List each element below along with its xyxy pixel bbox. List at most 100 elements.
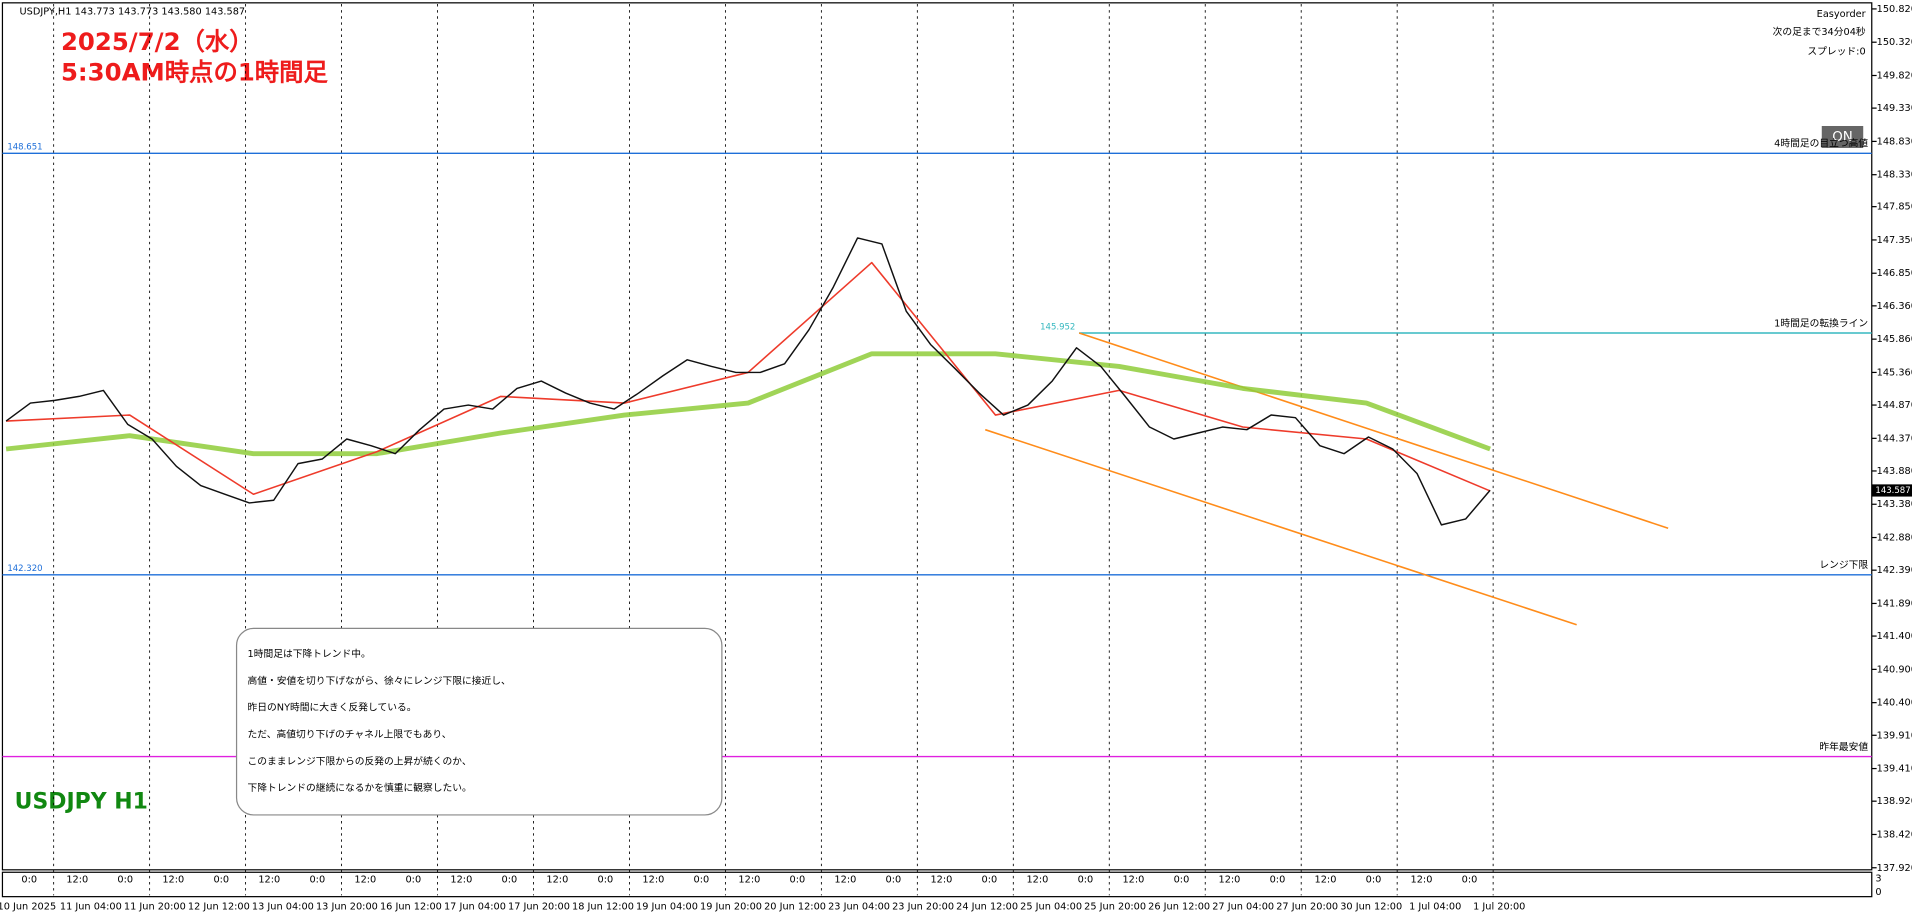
hour-label: 0:0	[501, 875, 517, 886]
hour-label: 12:0	[1122, 875, 1144, 886]
y-tick-label: 145.360	[1877, 367, 1912, 378]
x-tick-label: 18 Jun 12:00	[572, 901, 634, 912]
note-line: このままレンジ下限からの反発の上昇が続くのか、	[248, 754, 472, 767]
y-tick-label: 149.820	[1877, 70, 1912, 81]
hour-label: 12:0	[354, 875, 376, 886]
header: USDJPY,H1 143.773 143.773 143.580 143.58…	[20, 6, 246, 17]
hour-label: 12:0	[1411, 875, 1433, 886]
x-tick-label: 27 Jun 04:00	[1212, 901, 1274, 912]
hour-label: 12:0	[930, 875, 952, 886]
y-tick-label: 144.870	[1877, 400, 1912, 411]
plot-frame	[1, 2, 1873, 871]
y-tick-label: 150.320	[1877, 37, 1912, 48]
current-price-label: 143.587	[1875, 486, 1910, 496]
note-box	[235, 627, 723, 816]
indicator-strip	[1, 871, 1873, 898]
x-tick-label: 23 Jun 04:00	[828, 901, 890, 912]
series-line	[5, 237, 1491, 526]
y-tick-label: 148.330	[1877, 170, 1912, 181]
hour-label: 12:0	[1218, 875, 1240, 886]
hour-label: 12:0	[66, 875, 88, 886]
level-value: 142.320	[7, 564, 42, 574]
y-tick-label: 147.350	[1877, 235, 1912, 246]
hour-label: 12:0	[450, 875, 472, 886]
level-name: 1時間足の転換ライン	[1774, 317, 1868, 329]
y-tick-label: 145.860	[1877, 334, 1912, 345]
y-tick-label: 139.910	[1877, 730, 1912, 741]
x-tick-label: 25 Jun 04:00	[1020, 901, 1082, 912]
hour-label: 0:0	[21, 875, 37, 886]
x-tick-label: 1 Jul 04:00	[1409, 901, 1461, 912]
y-tick-label: 139.410	[1877, 764, 1912, 775]
note-line: 昨日のNY時間に大きく反発している。	[248, 701, 417, 714]
hour-label: 12:0	[258, 875, 280, 886]
x-tick-label: 26 Jun 12:00	[1148, 901, 1210, 912]
y-tick-label: 138.420	[1877, 829, 1912, 840]
x-tick-label: 24 Jun 12:00	[956, 901, 1018, 912]
on-button[interactable]	[1821, 125, 1864, 148]
y-tick-label: 142.390	[1877, 565, 1912, 576]
hour-label: 0:0	[790, 875, 806, 886]
x-tick-label: 17 Jun 04:00	[444, 901, 506, 912]
hour-label: 0:0	[694, 875, 710, 886]
y-tick-label: 147.850	[1877, 202, 1912, 213]
symbol-label: USDJPY H1	[15, 790, 148, 815]
y-tick-label: 142.880	[1877, 533, 1912, 544]
x-tick-label: 1 Jul 20:00	[1473, 901, 1525, 912]
channel-lower	[985, 428, 1577, 626]
y-tick-label: 140.900	[1877, 664, 1912, 675]
title: 2025/7/2（水）	[61, 27, 254, 56]
hour-label: 12:0	[834, 875, 856, 886]
series-line	[5, 351, 1491, 457]
hour-label: 0:0	[1366, 875, 1382, 886]
spread: スプレッド:0	[1807, 46, 1865, 58]
x-tick-label: 30 Jun 12:00	[1340, 901, 1402, 912]
x-tick-label: 10 Jun 2025	[0, 901, 56, 912]
current-price-box	[1871, 484, 1912, 497]
y-tick-label: 138.920	[1877, 796, 1912, 807]
note-line: 下降トレンドの継続になるかを慎重に観察したい。	[248, 781, 472, 794]
x-tick-label: 12 Jun 12:00	[188, 901, 250, 912]
countdown: 次の足まで34分04秒	[1773, 25, 1866, 38]
y-tick-label: 141.400	[1877, 631, 1912, 642]
level-name: 4時間足の目立つ高値	[1774, 137, 1868, 150]
hour-label: 0:0	[598, 875, 614, 886]
y-tick-label: 146.850	[1877, 268, 1912, 279]
on-button-label[interactable]: ON	[1832, 130, 1853, 145]
y-tick-label: 146.360	[1877, 301, 1912, 312]
x-tick-label: 11 Jun 20:00	[124, 901, 186, 912]
note-line: 高値・安値を切り下げながら、徐々にレンジ下限に接近し、	[248, 674, 511, 687]
note-line: 1時間足は下降トレンド中。	[248, 647, 371, 660]
y-tick-label: 144.370	[1877, 433, 1912, 444]
hour-label: 0:0	[213, 875, 229, 886]
hour-label: 0:0	[309, 875, 325, 886]
subtitle: 5:30AM時点の1時間足	[61, 58, 329, 87]
level-name: 昨年最安値	[1819, 740, 1868, 753]
level-name: レンジ下限	[1819, 559, 1868, 571]
hour-label: 12:0	[642, 875, 664, 886]
y-tick-label: 148.830	[1877, 136, 1912, 147]
x-tick-label: 17 Jun 20:00	[508, 901, 570, 912]
hour-label: 0:0	[886, 875, 902, 886]
hour-label: 0:0	[1270, 875, 1286, 886]
x-tick-label: 13 Jun 20:00	[316, 901, 378, 912]
hour-label: 12:0	[1315, 875, 1337, 886]
x-tick-label: 19 Jun 20:00	[700, 901, 762, 912]
hour-label: 12:0	[1026, 875, 1048, 886]
x-tick-label: 13 Jun 04:00	[252, 901, 314, 912]
hour-label: 12:0	[738, 875, 760, 886]
hour-label: 0:0	[117, 875, 133, 886]
x-tick-label: 19 Jun 04:00	[636, 901, 698, 912]
hour-label: 12:0	[546, 875, 568, 886]
strip-tick-label: 0	[1875, 887, 1881, 898]
hour-label: 0:0	[982, 875, 998, 886]
hour-label: 0:0	[405, 875, 421, 886]
level-value: 145.952	[1040, 322, 1075, 332]
x-tick-label: 16 Jun 12:00	[380, 901, 442, 912]
y-tick-label: 150.820	[1877, 4, 1912, 15]
x-tick-label: 20 Jun 12:00	[764, 901, 826, 912]
x-tick-label: 25 Jun 20:00	[1084, 901, 1146, 912]
y-tick-label: 141.890	[1877, 598, 1912, 609]
hour-label: 0:0	[1078, 875, 1094, 886]
